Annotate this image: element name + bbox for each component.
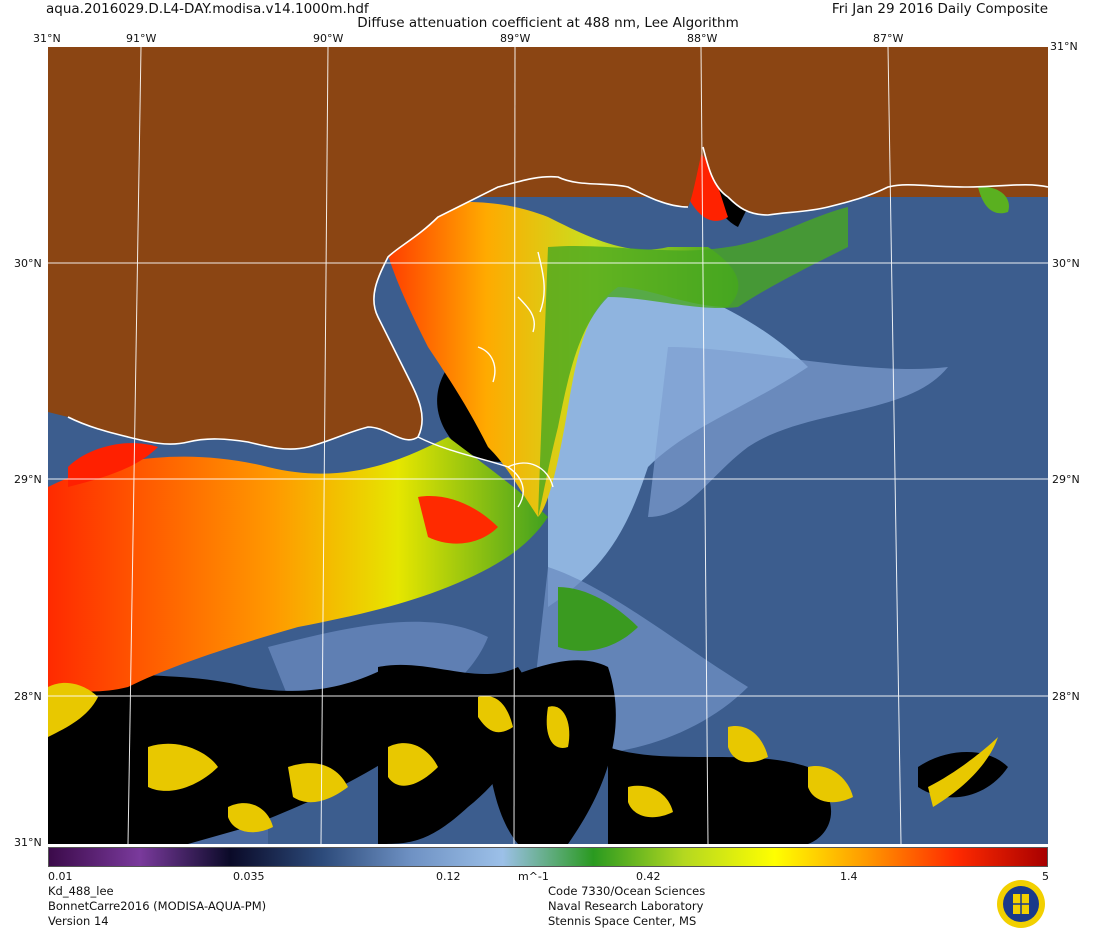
lat-label-29n-left: 29°N — [14, 473, 42, 486]
date-label: Fri Jan 29 2016 Daily Composite — [831, 1, 1048, 17]
footer-left: Kd_488_lee BonnetCarre2016 (MODISA-AQUA-… — [48, 884, 266, 929]
dataset-name: BonnetCarre2016 (MODISA-AQUA-PM) — [48, 899, 267, 913]
lon-label-89w: 89°W — [500, 32, 531, 45]
land-mass — [48, 47, 1048, 450]
lat-label-30n-left: 30°N — [14, 257, 42, 270]
turbid-plumes — [48, 147, 1048, 692]
corner-lat-bottom-left: 31°N — [14, 836, 42, 849]
colorbar-tick-0.035: 0.035 — [233, 870, 265, 883]
colorbar-unit: m^-1 — [518, 870, 549, 883]
corner-lat-top-left: 31°N — [33, 32, 61, 45]
colorbar-tick-1.4: 1.4 — [840, 870, 858, 883]
map-canvas — [48, 47, 1048, 844]
map-title: Diffuse attenuation coefficient at 488 n… — [357, 15, 739, 31]
corner-lat-top-right: 31°N — [1050, 40, 1078, 53]
lat-label-28n-left: 28°N — [14, 690, 42, 703]
nrl-seal-icon — [997, 880, 1045, 928]
lat-label-29n-right: 29°N — [1052, 473, 1080, 486]
colorbar-tick-0.01: 0.01 — [48, 870, 73, 883]
lon-label-87w: 87°W — [873, 32, 904, 45]
coastline — [67, 146, 1048, 450]
org-name: Naval Research Laboratory — [548, 899, 704, 913]
org-code: Code 7330/Ocean Sciences — [548, 884, 706, 898]
product-name: Kd_488_lee — [48, 884, 114, 898]
colorbar-tick-0.12: 0.12 — [436, 870, 461, 883]
footer-right: Code 7330/Ocean Sciences Naval Research … — [548, 884, 705, 929]
lon-label-90w: 90°W — [313, 32, 344, 45]
lat-label-28n-right: 28°N — [1052, 690, 1080, 703]
colorbar — [48, 847, 1048, 867]
kd488-map — [48, 47, 1048, 844]
org-location: Stennis Space Center, MS — [548, 914, 697, 928]
lon-label-88w: 88°W — [687, 32, 718, 45]
bird-foot-delta — [417, 251, 554, 508]
lon-label-91w: 91°W — [126, 32, 157, 45]
colorbar-tick-5: 5 — [1042, 870, 1049, 883]
filename-label: aqua.2016029.D.L4-DAY.modisa.v14.1000m.h… — [46, 1, 369, 17]
graticule — [48, 47, 1048, 844]
lat-label-30n-right: 30°N — [1052, 257, 1080, 270]
version-label: Version 14 — [48, 914, 109, 928]
colorbar-tick-0.42: 0.42 — [636, 870, 661, 883]
